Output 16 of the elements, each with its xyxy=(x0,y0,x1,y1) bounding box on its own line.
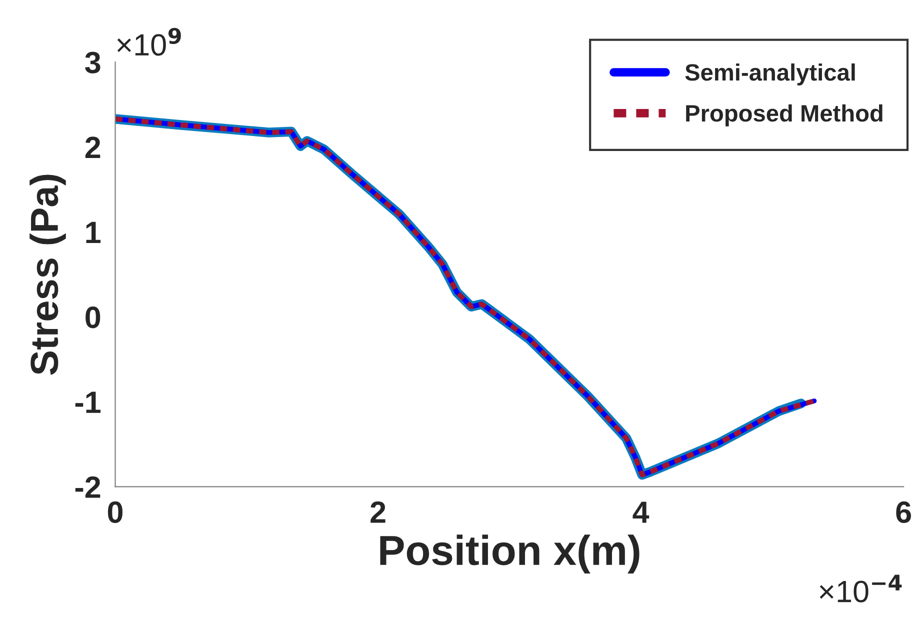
legend-label: Proposed Method xyxy=(686,104,882,126)
y-tick-label: 1 xyxy=(86,222,101,243)
y-tick-label: -1 xyxy=(75,392,101,413)
x-tick-label: 2 xyxy=(370,501,386,523)
y-tick-label: -2 xyxy=(75,476,100,498)
text: ×10$^{−4}$ xyxy=(820,574,902,602)
x-axis-title: Position x(m) xyxy=(380,534,640,574)
x-tick-label: 4 xyxy=(632,502,650,523)
y-tick-label: 0 xyxy=(86,306,100,328)
x-tick-label: 6 xyxy=(896,501,911,524)
y-tick-label: 2 xyxy=(85,136,100,158)
text: ×10$^{9}$ xyxy=(117,28,181,56)
legend-label: Semi-analytical xyxy=(685,63,855,86)
x-tick-label: 0 xyxy=(108,501,122,524)
y-axis-title: Stress (Pa) xyxy=(30,174,66,375)
y-tick-label: 3 xyxy=(85,52,100,74)
